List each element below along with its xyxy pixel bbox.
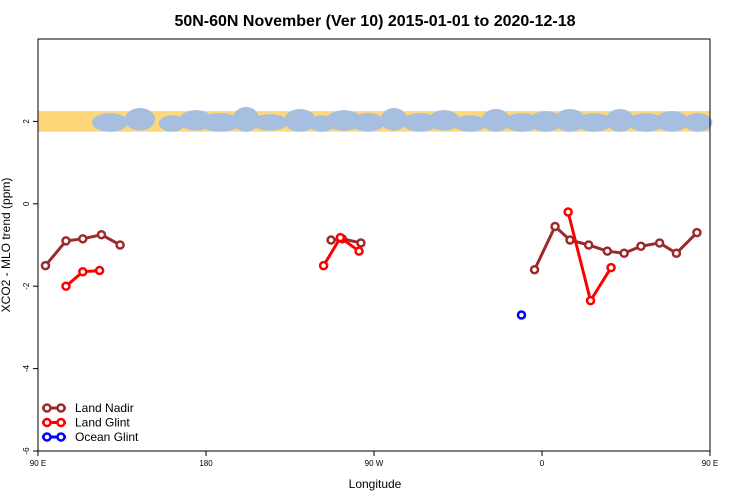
land-glint-point [585,295,596,306]
y-axis-label: XCO2 - MLO trend (ppm) [0,178,13,313]
x-tick-label: 180 [199,459,213,468]
map-ocean-area [92,113,128,132]
y-tick-label: -2 [22,282,31,290]
land-nadir-point [619,248,629,258]
y-tick-label: -6 [22,447,31,455]
land-nadir-point [40,260,51,271]
land-nadir-point [654,238,665,248]
legend-item-land-glint: Land Glint [42,416,130,430]
land-nadir-point [565,235,575,245]
legend-label: Land Nadir [75,401,134,415]
y-axis: -6 -4 -2 0 2 [22,119,38,455]
map-ocean-area [199,113,241,132]
land-glint-point [78,267,88,277]
land-glint-line [566,211,613,305]
map-ocean-area [428,110,460,131]
series-land-glint [61,207,616,306]
land-nadir-point [529,264,540,275]
map-ocean-area [628,113,664,132]
map-ocean-area [683,113,713,132]
x-axis-label: Longitude [349,477,402,491]
y-tick-label: 2 [22,119,31,124]
land-nadir-point [96,229,107,240]
land-glint-point [335,232,346,243]
legend-marker [56,432,66,442]
y-tick-label: 0 [22,201,31,206]
land-glint-point [94,265,105,276]
legend-item-land-nadir: Land Nadir [42,401,134,415]
land-nadir-point [602,246,613,256]
land-nadir-point [61,236,71,246]
map-ocean-area [284,109,316,132]
land-glint-point [606,262,616,273]
plot-frame [37,38,711,452]
land-nadir-point [583,240,594,250]
legend-marker [42,417,52,428]
x-tick-label: 90 E [30,459,46,468]
map-ocean-area [351,113,385,132]
y-tick-label: -4 [22,364,31,372]
land-nadir-point [356,238,366,248]
world-map-strip [38,106,713,132]
land-glint-point [318,260,329,271]
legend-marker [42,432,52,442]
map-ocean-area [655,111,689,132]
map-ocean-area [380,108,408,131]
land-nadir-point [115,240,125,250]
land-nadir-line [533,223,698,271]
x-tick-label: 90 W [365,459,384,468]
map-ocean-area [605,109,635,132]
x-axis: 90 E 180 90 W 0 90 E [30,451,718,468]
land-nadir-point [550,221,560,232]
series-ocean-glint [516,310,527,320]
map-ocean-area [576,113,612,132]
map-ocean-area [453,115,487,132]
map-ocean-area [252,114,288,131]
land-nadir-point [692,227,702,238]
chart-title: 50N-60N November (Ver 10) 2015-01-01 to … [174,13,575,30]
map-ocean-area [125,108,155,131]
map-ocean-area [529,111,563,132]
legend-marker [56,417,66,428]
legend-label: Land Glint [75,416,130,430]
series-layer [40,207,702,320]
legend-label: Ocean Glint [75,430,139,444]
land-nadir-point [78,234,88,244]
land-nadir-point [671,248,682,258]
legend-marker [42,403,52,413]
x-tick-label: 90 E [702,459,718,468]
land-glint-point [563,207,573,217]
ocean-glint-point [516,310,527,320]
legend-marker [56,403,66,413]
map-ocean-area [158,115,186,132]
land-glint-point [61,281,71,291]
map-ocean-area [232,106,260,132]
x-tick-label: 0 [540,459,545,468]
land-nadir-point [326,235,336,245]
legend-item-ocean-glint: Ocean Glint [42,430,139,444]
map-ocean-area [481,109,511,132]
land-nadir-point [636,241,646,251]
series-land-nadir [40,221,702,275]
land-glint-point [354,246,364,256]
